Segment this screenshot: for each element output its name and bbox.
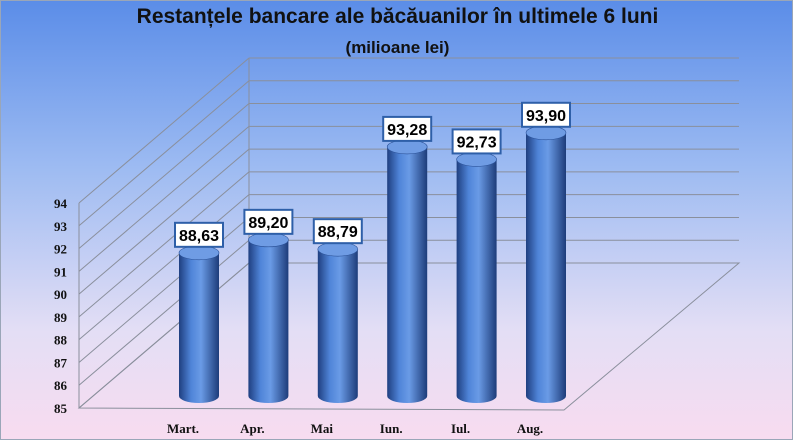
bar-body [179, 252, 219, 403]
gridline-side [78, 262, 250, 409]
chart-subtitle: (milioane lei) [345, 38, 450, 57]
bar-top [317, 241, 359, 257]
bar [456, 152, 497, 403]
data-label-box [312, 218, 363, 245]
bar-top [386, 139, 428, 155]
y-tick-label: 90 [54, 287, 67, 302]
bar-top [525, 125, 567, 141]
data-label: 88,63 [179, 228, 219, 245]
bar-top [248, 232, 289, 248]
bar-body [456, 159, 497, 403]
x-category-label: Iun. [380, 421, 403, 436]
chart-title: Restanțele bancare ale băcăuanilor în ul… [136, 5, 659, 28]
bar-body [526, 132, 566, 403]
gridline-side [78, 125, 250, 272]
bar [386, 139, 428, 403]
gridline-side [78, 57, 250, 204]
gridline-side [78, 103, 250, 249]
bar-body [317, 249, 358, 403]
bar-top [178, 245, 220, 261]
data-label: 93,90 [526, 108, 566, 125]
data-label-box [451, 128, 502, 155]
bar-body [387, 146, 428, 403]
y-tick-label: 86 [54, 378, 68, 393]
data-label-box [521, 101, 571, 128]
data-label-box [243, 208, 294, 235]
data-label-box [382, 115, 433, 142]
data-label-box [174, 221, 224, 248]
gridline-side [78, 80, 250, 227]
gridline-side [78, 239, 250, 386]
data-label: 88,79 [318, 224, 358, 241]
x-category-label: Aug. [517, 421, 543, 436]
x-category-label: Mai [311, 421, 334, 436]
gridline-side [78, 194, 250, 341]
bar-body [248, 239, 289, 403]
x-category-label: Mart. [167, 421, 199, 436]
x-category-label: Iul. [451, 421, 470, 436]
bar [248, 232, 289, 403]
y-tick-label: 88 [54, 333, 68, 348]
y-tick-label: 93 [54, 219, 68, 234]
y-tick-label: 89 [54, 310, 68, 325]
data-label: 92,73 [457, 134, 497, 151]
bar [525, 125, 567, 403]
bar [317, 241, 359, 403]
y-tick-label: 87 [54, 355, 68, 370]
y-tick-label: 92 [54, 242, 67, 257]
data-label: 89,20 [248, 215, 288, 232]
gridline-side [78, 171, 250, 318]
y-tick-label: 91 [54, 264, 67, 279]
y-tick-label: 85 [54, 401, 68, 416]
x-category-label: Apr. [240, 421, 264, 436]
bar [178, 245, 220, 403]
gridline-side [78, 148, 250, 295]
y-tick-label: 94 [54, 196, 68, 211]
data-label: 93,28 [387, 122, 427, 139]
bar-top [456, 152, 497, 167]
